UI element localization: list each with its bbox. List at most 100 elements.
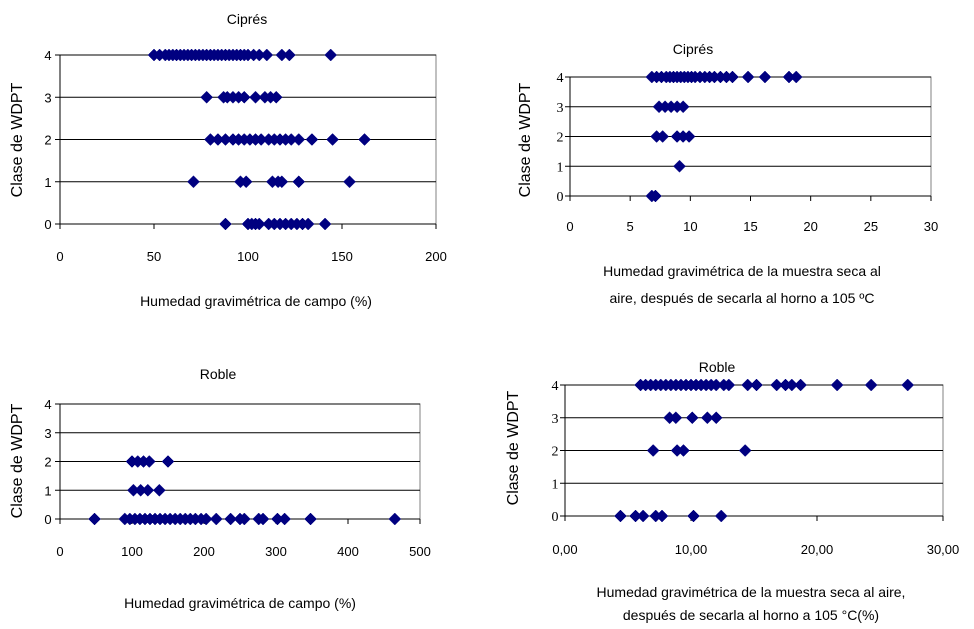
data-point	[789, 70, 803, 84]
y-tick-label: 3	[44, 426, 51, 441]
x-axis-title: aire, después de secarla al horno a 105 …	[609, 290, 874, 306]
data-point	[655, 509, 669, 523]
data-point	[669, 411, 683, 425]
data-point	[726, 70, 739, 84]
x-tick-label: 400	[337, 544, 359, 559]
data-point	[278, 512, 291, 526]
y-tick-label: 2	[552, 445, 559, 460]
x-tick-label: 30,00	[927, 542, 960, 557]
data-point	[141, 483, 155, 497]
data-point	[301, 217, 315, 231]
data-point	[275, 175, 289, 189]
x-tick-label: 500	[409, 544, 431, 559]
x-tick-label: 100	[121, 544, 143, 559]
x-tick-label: 15	[743, 219, 757, 234]
data-point	[237, 512, 251, 526]
chart-title: Ciprés	[227, 11, 267, 27]
data-point	[269, 90, 283, 104]
data-point	[677, 444, 690, 457]
data-point	[324, 48, 338, 62]
y-axis-title: Clase de WDPT	[9, 403, 26, 518]
y-tick-label: 2	[44, 133, 51, 148]
data-point	[292, 175, 306, 189]
data-point	[722, 378, 736, 392]
x-tick-label: 25	[864, 219, 878, 234]
data-point	[292, 133, 306, 146]
x-tick-label: 300	[265, 544, 287, 559]
data-point	[758, 70, 772, 84]
data-point	[738, 444, 752, 457]
y-tick-label: 0	[44, 512, 51, 527]
x-tick-label: 10	[683, 219, 697, 234]
data-point	[199, 512, 213, 526]
data-point	[260, 48, 274, 62]
data-point	[343, 175, 356, 189]
x-axis-title: Humedad gravimétrica de campo (%)	[140, 293, 372, 309]
data-point	[673, 159, 686, 173]
data-point	[187, 175, 200, 189]
chart-1: 0 1 2 3 4 0 50 100 150 200 Ciprés Clase de WDPT Hume…	[9, 11, 447, 309]
y-tick-label: 1	[552, 477, 559, 492]
data-point	[224, 512, 237, 526]
data-point	[209, 512, 223, 526]
data-point	[649, 189, 662, 203]
chart-3: 0 1 2 3 4 0 100 200 300 400 500 Roble Clase de WDPT H…	[9, 366, 431, 611]
x-tick-label: 0,00	[552, 542, 577, 557]
x-tick-label: 200	[193, 544, 215, 559]
chart-2: 0 1 2 3 4 0 5 10 15 20 25 30 Ciprés Clase de WDPT Hume…	[517, 41, 938, 306]
data-point	[249, 90, 262, 104]
y-tick-label: 1	[557, 160, 564, 175]
data-point	[239, 175, 253, 189]
data-point	[741, 378, 755, 392]
y-tick-label: 3	[552, 412, 559, 427]
data-point	[219, 217, 232, 231]
data-point	[656, 130, 670, 143]
x-tick-label: 100	[237, 249, 259, 264]
data-point	[358, 133, 371, 146]
y-tick-label: 0	[44, 217, 51, 232]
x-axis-title: después de secarla al horno a 105 °C(%)	[623, 607, 879, 623]
data-point	[701, 411, 714, 425]
data-point	[685, 411, 699, 425]
data-point	[864, 378, 878, 392]
x-tick-label: 200	[425, 249, 447, 264]
data-point	[305, 133, 319, 146]
x-tick-label: 5	[627, 219, 634, 234]
chart-4: 0 1 2 3 4 0,00 10,00 20,00 30,00 Roble Clase de WD…	[505, 359, 959, 623]
data-point	[200, 90, 213, 104]
data-point	[709, 411, 723, 425]
y-tick-label: 1	[44, 175, 51, 190]
x-axis-title: Humedad gravimétrica de la muestra seca …	[603, 263, 881, 279]
data-point	[237, 90, 251, 104]
data-point	[741, 70, 755, 84]
data-point	[636, 509, 650, 523]
data-point	[256, 512, 270, 526]
chart-title: Roble	[699, 359, 736, 375]
y-tick-label: 2	[44, 455, 51, 470]
data-point	[283, 48, 296, 62]
y-axis-title: Clase de WDPT	[9, 82, 26, 197]
data-point	[388, 512, 402, 526]
y-tick-label: 0	[557, 190, 564, 205]
y-tick-label: 4	[557, 71, 564, 86]
chart-title: Roble	[200, 366, 237, 382]
data-point	[153, 483, 166, 497]
y-axis-title: Clase de WDPT	[517, 82, 534, 197]
x-tick-label: 0	[566, 219, 573, 234]
y-tick-label: 4	[552, 379, 559, 394]
data-point	[687, 509, 700, 523]
data-point	[714, 509, 728, 523]
data-point	[785, 378, 799, 392]
x-tick-label: 0	[56, 544, 63, 559]
data-point	[304, 512, 317, 526]
data-point	[676, 100, 690, 114]
x-tick-label: 20	[803, 219, 817, 234]
data-point	[252, 217, 266, 231]
x-axis-title: Humedad gravimétrica de campo (%)	[124, 595, 356, 611]
data-point	[646, 444, 660, 457]
data-point	[750, 378, 763, 392]
y-tick-label: 4	[44, 397, 51, 412]
y-tick-label: 2	[557, 131, 564, 146]
y-tick-label: 3	[44, 90, 51, 105]
data-point	[682, 130, 696, 143]
